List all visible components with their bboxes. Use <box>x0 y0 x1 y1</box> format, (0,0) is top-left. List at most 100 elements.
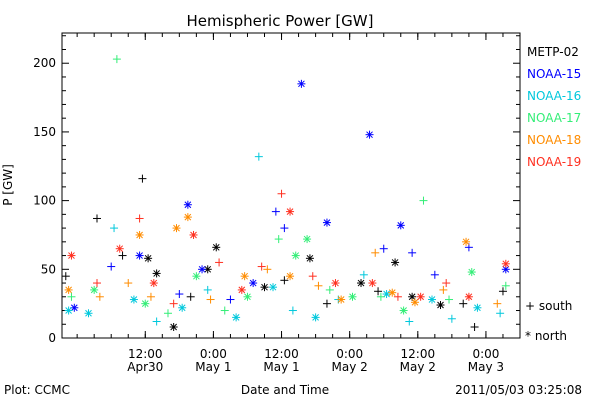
noaa-16-point <box>382 290 391 299</box>
metp-02-point <box>374 287 383 296</box>
noaa-17-point <box>243 292 252 301</box>
noaa-19-point <box>464 292 473 301</box>
metp-02-point <box>436 301 445 310</box>
noaa-16-point <box>84 309 93 318</box>
noaa-16-point <box>288 306 297 315</box>
noaa-15-point <box>396 221 405 230</box>
noaa-16-point <box>311 313 320 322</box>
noaa-19-point <box>501 259 510 268</box>
noaa-19-point <box>135 214 144 223</box>
noaa-16-point <box>473 303 482 312</box>
noaa-19-point <box>416 292 425 301</box>
noaa-15-point <box>365 130 374 139</box>
noaa-15-point <box>226 295 235 304</box>
noaa-18-point <box>95 292 104 301</box>
noaa-19-point <box>368 279 377 288</box>
x-tick-date-label: May 2 <box>400 360 436 374</box>
legend-entry-noaa-18: NOAA-18 <box>527 133 581 147</box>
noaa-19-point <box>286 207 295 216</box>
noaa-15-point <box>249 279 258 288</box>
noaa-18-point <box>388 288 397 297</box>
noaa-17-point <box>376 292 385 301</box>
noaa-17-point <box>348 292 357 301</box>
noaa-16-point <box>427 295 436 304</box>
noaa-15-point <box>135 251 144 260</box>
noaa-18-point <box>337 295 346 304</box>
noaa-18-point <box>314 281 323 290</box>
noaa-19-point <box>215 258 224 267</box>
noaa-16-point <box>496 309 505 318</box>
x-tick-time-label: 0:00 <box>472 347 499 361</box>
chart-title: Hemispheric Power [GW] <box>187 12 374 30</box>
metp-02-point <box>498 287 507 296</box>
y-tick-label: 0 <box>48 331 56 345</box>
noaa-16-point <box>359 270 368 279</box>
noaa-19-point <box>442 279 451 288</box>
noaa-18-point <box>286 272 295 281</box>
noaa-19-point <box>393 292 402 301</box>
metp-02-point <box>152 269 161 278</box>
noaa-19-point <box>189 230 198 239</box>
noaa-17-point <box>325 285 334 294</box>
noaa-15-point <box>322 218 331 227</box>
noaa-17-point <box>192 272 201 281</box>
noaa-17-point <box>112 55 121 64</box>
marker-legend-south: + south <box>525 299 572 313</box>
noaa-18-point <box>64 285 73 294</box>
noaa-17-point <box>67 292 76 301</box>
x-tick-time-label: 12:00 <box>264 347 299 361</box>
metp-02-point <box>260 283 269 292</box>
y-axis-label: P [GW] <box>1 164 15 206</box>
y-axis: 0 50 100 150 200 <box>33 35 520 345</box>
x-tick-date-label: May 1 <box>195 360 231 374</box>
noaa-19-point <box>277 189 286 198</box>
noaa-19-point <box>331 279 340 288</box>
y-tick-label: 50 <box>41 262 56 276</box>
noaa-15-point <box>271 207 280 216</box>
noaa-16-point <box>203 285 212 294</box>
x-tick-date-label: Apr30 <box>127 360 163 374</box>
plot-frame <box>61 32 521 339</box>
noaa-17-point <box>141 299 150 308</box>
x-tick-date-label: May 2 <box>332 360 368 374</box>
metp-02-point <box>459 299 468 308</box>
x-tick-date-label: May 1 <box>263 360 299 374</box>
metp-02-point <box>138 174 147 183</box>
noaa-19-point <box>115 244 124 253</box>
metp-02-point <box>305 254 314 263</box>
x-axis-label: Date and Time <box>241 383 329 397</box>
noaa-16-point <box>110 224 119 233</box>
noaa-18-point <box>410 298 419 307</box>
noaa-17-point <box>220 306 229 315</box>
noaa-17-point <box>274 235 283 244</box>
metp-02-point <box>186 292 195 301</box>
noaa-16-point <box>447 314 456 323</box>
y-tick-label: 200 <box>33 56 56 70</box>
legend-entry-noaa-15: NOAA-15 <box>527 67 581 81</box>
noaa-19-point <box>169 299 178 308</box>
noaa-16-point <box>232 313 241 322</box>
legend-entry-noaa-16: NOAA-16 <box>527 89 581 103</box>
noaa-15-point <box>175 290 184 299</box>
noaa-18-point <box>135 230 144 239</box>
noaa-15-point <box>183 200 192 209</box>
noaa-17-point <box>419 196 428 205</box>
noaa-19-point <box>308 272 317 281</box>
metp-02-point <box>169 323 178 332</box>
plot-timestamp: 2011/05/03 03:25:08 <box>455 383 582 397</box>
noaa-16-point <box>405 317 414 326</box>
noaa-18-point <box>146 292 155 301</box>
metp-02-point <box>391 258 400 267</box>
noaa-16-point <box>178 303 187 312</box>
noaa-19-point <box>237 285 246 294</box>
marker-legend-north: * north <box>525 329 567 343</box>
x-tick-time-label: 12:00 <box>401 347 436 361</box>
noaa-18-point <box>172 224 181 233</box>
y-tick-label: 100 <box>33 194 56 208</box>
x-tick-time-label: 12:00 <box>128 347 163 361</box>
noaa-17-point <box>291 251 300 260</box>
noaa-18-point <box>439 285 448 294</box>
metp-02-point <box>470 323 479 332</box>
